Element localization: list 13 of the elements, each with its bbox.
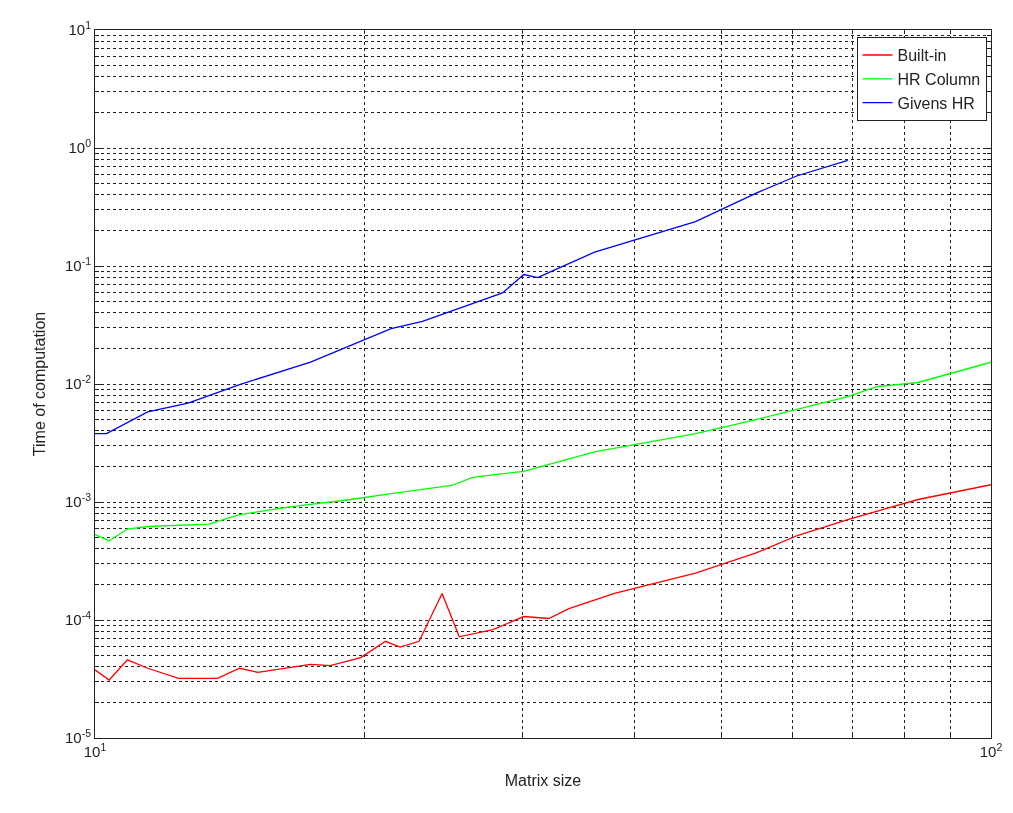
y-tick-label: 10$^{0}$ [68, 136, 92, 157]
y-tick-label: 10$^{1}$ [68, 18, 92, 39]
y-axis-title: Time of computation [30, 311, 48, 457]
y-tick-label: 10$^{-1}$ [64, 254, 92, 275]
legend-label: Givens HR [897, 94, 975, 112]
x-axis-title: Matrix size [504, 771, 582, 789]
y-tick-label: 10$^{-4}$ [64, 608, 92, 629]
x-tick-label: 10$^{2}$ [979, 740, 1003, 760]
legend-label: Built-in [897, 47, 947, 65]
y-tick-label: 10$^{-2}$ [64, 372, 92, 393]
y-tick-label: 10$^{-3}$ [64, 490, 92, 511]
legend-label: HR Column [897, 71, 981, 89]
y-tick-label: 10$^{-5}$ [64, 726, 92, 747]
